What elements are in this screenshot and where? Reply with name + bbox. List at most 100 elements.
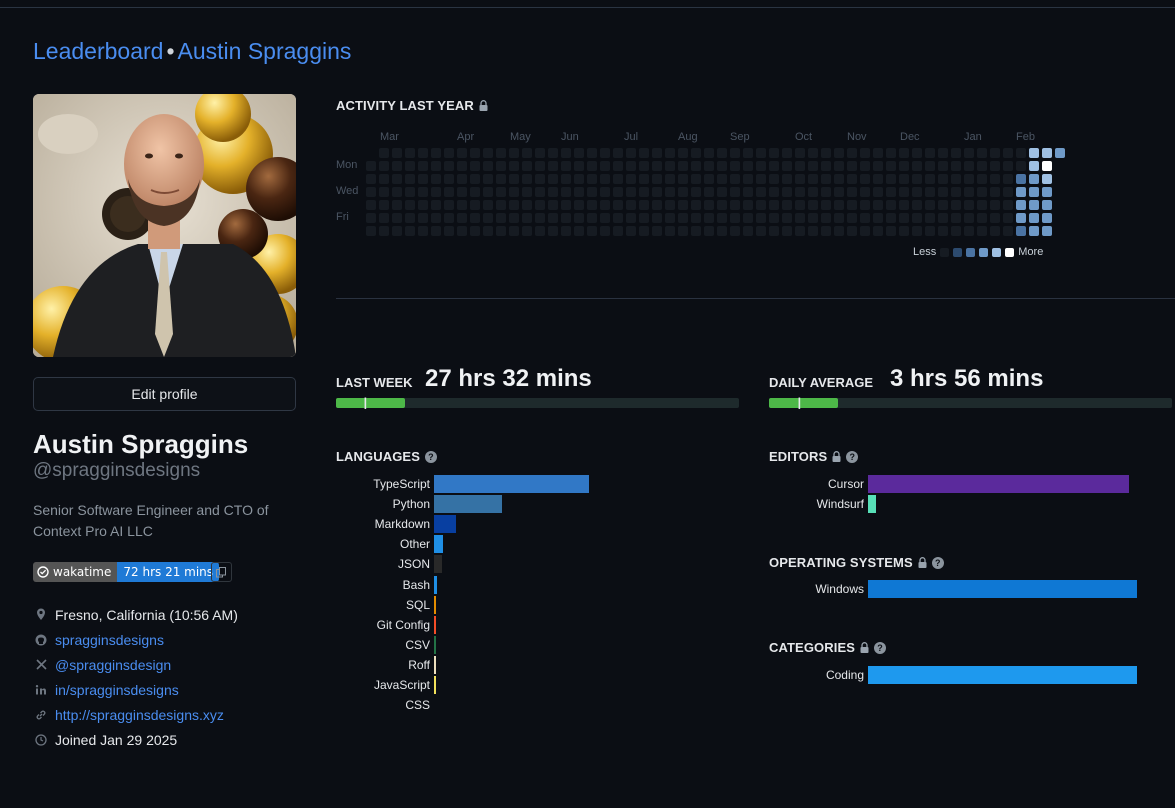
heatmap-cell[interactable] bbox=[886, 226, 896, 236]
heatmap-cell[interactable] bbox=[1003, 200, 1013, 210]
heatmap-cell[interactable] bbox=[1042, 226, 1052, 236]
heatmap-cell[interactable] bbox=[626, 200, 636, 210]
heatmap-cell[interactable] bbox=[821, 187, 831, 197]
heatmap-cell[interactable] bbox=[600, 200, 610, 210]
heatmap-cell[interactable] bbox=[509, 213, 519, 223]
heatmap-cell[interactable] bbox=[405, 187, 415, 197]
bar-row[interactable]: CSV bbox=[336, 635, 589, 656]
heatmap-cell[interactable] bbox=[600, 187, 610, 197]
heatmap-cell[interactable] bbox=[561, 148, 571, 158]
heatmap-cell[interactable] bbox=[964, 174, 974, 184]
heatmap-cell[interactable] bbox=[821, 174, 831, 184]
heatmap-cell[interactable] bbox=[769, 187, 779, 197]
edit-profile-button[interactable]: Edit profile bbox=[33, 377, 296, 411]
heatmap-cell[interactable] bbox=[366, 226, 376, 236]
heatmap-cell[interactable] bbox=[600, 226, 610, 236]
heatmap-cell[interactable] bbox=[418, 161, 428, 171]
heatmap-cell[interactable] bbox=[691, 187, 701, 197]
heatmap-cell[interactable] bbox=[782, 200, 792, 210]
heatmap-cell[interactable] bbox=[925, 187, 935, 197]
heatmap-cell[interactable] bbox=[457, 148, 467, 158]
heatmap-cell[interactable] bbox=[431, 174, 441, 184]
heatmap-cell[interactable] bbox=[691, 200, 701, 210]
heatmap-cell[interactable] bbox=[756, 161, 766, 171]
heatmap-cell[interactable] bbox=[509, 200, 519, 210]
heatmap-cell[interactable] bbox=[756, 200, 766, 210]
heatmap-cell[interactable] bbox=[730, 226, 740, 236]
heatmap-cell[interactable] bbox=[860, 226, 870, 236]
heatmap-cell[interactable] bbox=[379, 200, 389, 210]
heatmap-cell[interactable] bbox=[730, 200, 740, 210]
heatmap-cell[interactable] bbox=[1042, 200, 1052, 210]
heatmap-cell[interactable] bbox=[639, 187, 649, 197]
heatmap-cell[interactable] bbox=[548, 213, 558, 223]
heatmap-cell[interactable] bbox=[795, 187, 805, 197]
heatmap-cell[interactable] bbox=[678, 200, 688, 210]
heatmap-cell[interactable] bbox=[899, 148, 909, 158]
heatmap-cell[interactable] bbox=[613, 187, 623, 197]
heatmap-cell[interactable] bbox=[548, 161, 558, 171]
heatmap-cell[interactable] bbox=[444, 174, 454, 184]
heatmap-cell[interactable] bbox=[782, 148, 792, 158]
heatmap-cell[interactable] bbox=[496, 148, 506, 158]
heatmap-cell[interactable] bbox=[535, 187, 545, 197]
heatmap-cell[interactable] bbox=[873, 161, 883, 171]
heatmap-cell[interactable] bbox=[652, 161, 662, 171]
heatmap-cell[interactable] bbox=[782, 187, 792, 197]
heatmap-cell[interactable] bbox=[886, 174, 896, 184]
heatmap-cell[interactable] bbox=[1016, 148, 1026, 158]
heatmap-cell[interactable] bbox=[379, 174, 389, 184]
heatmap-cell[interactable] bbox=[535, 200, 545, 210]
heatmap-cell[interactable] bbox=[743, 200, 753, 210]
heatmap-cell[interactable] bbox=[665, 174, 675, 184]
heatmap-cell[interactable] bbox=[392, 213, 402, 223]
heatmap-cell[interactable] bbox=[678, 148, 688, 158]
heatmap-cell[interactable] bbox=[379, 187, 389, 197]
heatmap-cell[interactable] bbox=[457, 226, 467, 236]
heatmap-cell[interactable] bbox=[613, 226, 623, 236]
heatmap-cell[interactable] bbox=[730, 187, 740, 197]
heatmap-cell[interactable] bbox=[860, 174, 870, 184]
heatmap-cell[interactable] bbox=[561, 161, 571, 171]
heatmap-cell[interactable] bbox=[873, 174, 883, 184]
heatmap-cell[interactable] bbox=[626, 213, 636, 223]
heatmap-cell[interactable] bbox=[951, 226, 961, 236]
heatmap-cell[interactable] bbox=[1016, 226, 1026, 236]
heatmap-cell[interactable] bbox=[483, 174, 493, 184]
heatmap-cell[interactable] bbox=[561, 200, 571, 210]
help-icon[interactable]: ? bbox=[846, 450, 859, 463]
heatmap-cell[interactable] bbox=[717, 200, 727, 210]
heatmap-cell[interactable] bbox=[574, 148, 584, 158]
heatmap-cell[interactable] bbox=[821, 161, 831, 171]
heatmap-cell[interactable] bbox=[1029, 148, 1039, 158]
heatmap-cell[interactable] bbox=[912, 200, 922, 210]
heatmap-cell[interactable] bbox=[1003, 174, 1013, 184]
heatmap-cell[interactable] bbox=[444, 148, 454, 158]
heatmap-cell[interactable] bbox=[639, 148, 649, 158]
heatmap-cell[interactable] bbox=[431, 161, 441, 171]
heatmap-cell[interactable] bbox=[561, 213, 571, 223]
heatmap-cell[interactable] bbox=[821, 226, 831, 236]
heatmap-cell[interactable] bbox=[938, 174, 948, 184]
heatmap-cell[interactable] bbox=[769, 226, 779, 236]
heatmap-cell[interactable] bbox=[834, 174, 844, 184]
heatmap-cell[interactable] bbox=[392, 161, 402, 171]
heatmap-cell[interactable] bbox=[639, 213, 649, 223]
heatmap-cell[interactable] bbox=[587, 148, 597, 158]
heatmap-cell[interactable] bbox=[418, 148, 428, 158]
heatmap-cell[interactable] bbox=[899, 200, 909, 210]
heatmap-cell[interactable] bbox=[613, 213, 623, 223]
heatmap-cell[interactable] bbox=[717, 187, 727, 197]
heatmap-cell[interactable] bbox=[860, 187, 870, 197]
heatmap-cell[interactable] bbox=[678, 161, 688, 171]
heatmap-cell[interactable] bbox=[457, 187, 467, 197]
heatmap-cell[interactable] bbox=[977, 200, 987, 210]
heatmap-cell[interactable] bbox=[795, 161, 805, 171]
heatmap-cell[interactable] bbox=[613, 161, 623, 171]
heatmap-cell[interactable] bbox=[925, 148, 935, 158]
heatmap-cell[interactable] bbox=[704, 174, 714, 184]
heatmap-cell[interactable] bbox=[587, 226, 597, 236]
heatmap-cell[interactable] bbox=[392, 187, 402, 197]
help-icon[interactable]: ? bbox=[424, 450, 437, 463]
heatmap-cell[interactable] bbox=[860, 148, 870, 158]
